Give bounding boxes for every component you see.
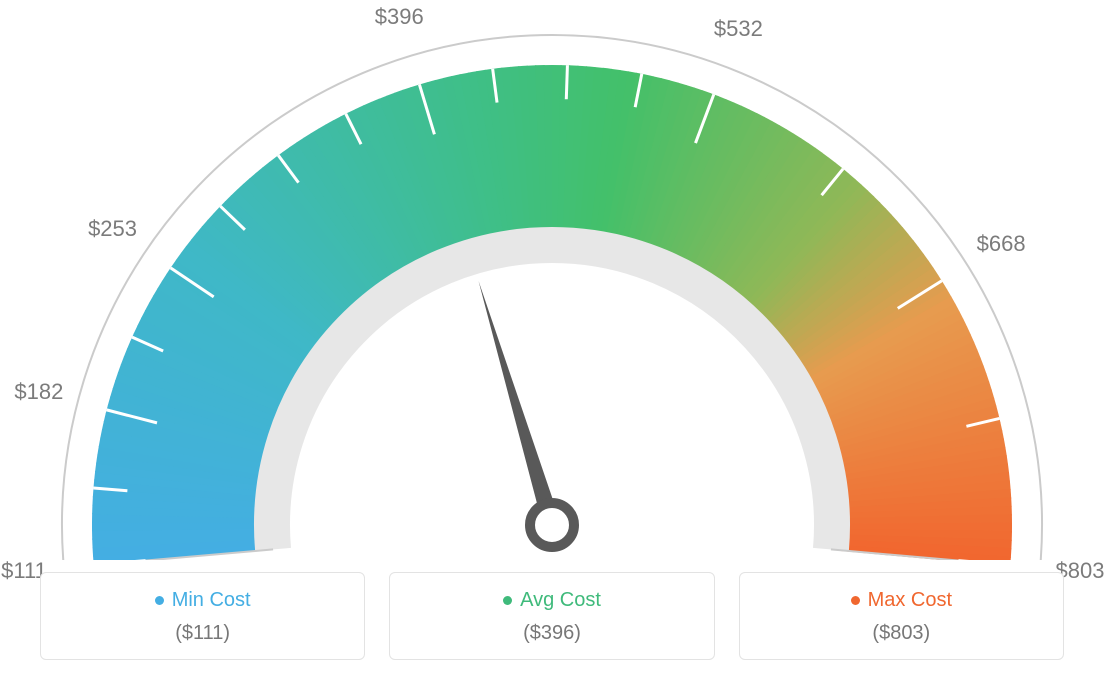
- legend-label-min: Min Cost: [155, 589, 251, 612]
- legend-min-title: Min Cost: [172, 589, 251, 612]
- gauge-tick-label: $668: [977, 231, 1026, 257]
- gauge-tick-label: $396: [375, 4, 424, 30]
- legend-card-min: Min Cost ($111): [40, 572, 365, 660]
- legend-row: Min Cost ($111) Avg Cost ($396) Max Cost…: [40, 572, 1064, 660]
- legend-max-title: Max Cost: [868, 589, 952, 612]
- gauge-tick-label: $253: [88, 216, 137, 242]
- dot-icon: [155, 596, 164, 605]
- legend-avg-title: Avg Cost: [520, 589, 601, 612]
- legend-label-max: Max Cost: [851, 589, 952, 612]
- legend-label-avg: Avg Cost: [503, 589, 601, 612]
- cost-gauge-container: $111$182$253$396$532$668$803 Min Cost ($…: [0, 0, 1104, 690]
- dot-icon: [851, 596, 860, 605]
- legend-card-avg: Avg Cost ($396): [389, 572, 714, 660]
- legend-min-value: ($111): [51, 622, 354, 645]
- gauge-tick-label: $182: [14, 379, 63, 405]
- dot-icon: [503, 596, 512, 605]
- legend-max-value: ($803): [750, 622, 1053, 645]
- gauge-chart: $111$182$253$396$532$668$803: [0, 0, 1104, 560]
- gauge-tick-label: $532: [714, 16, 763, 42]
- legend-card-max: Max Cost ($803): [739, 572, 1064, 660]
- legend-avg-value: ($396): [400, 622, 703, 645]
